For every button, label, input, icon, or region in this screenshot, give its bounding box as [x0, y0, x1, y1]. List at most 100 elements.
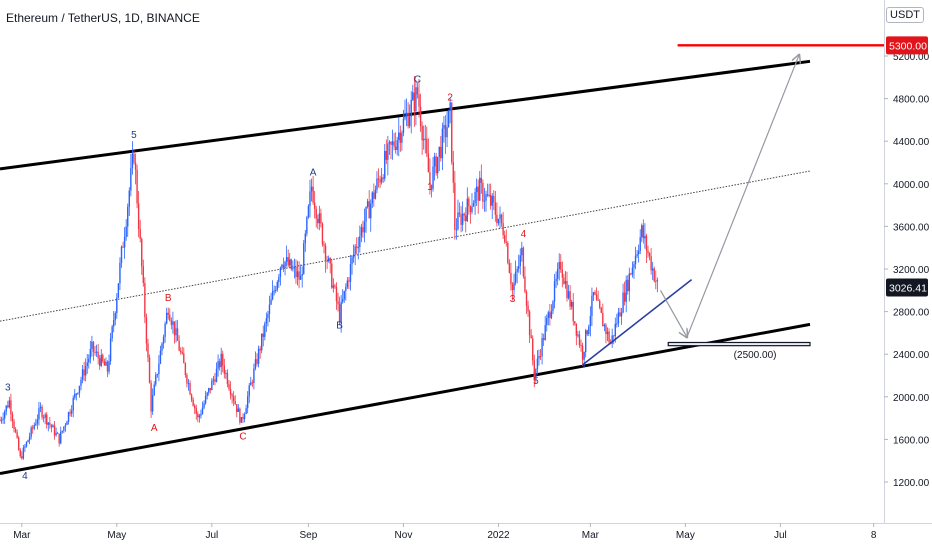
candle-body [546, 318, 548, 326]
candle-body [231, 394, 233, 397]
candle-body [147, 343, 149, 358]
candle-body [351, 257, 353, 265]
candle-body [279, 267, 282, 278]
candle-body [627, 279, 629, 292]
candle-body [636, 254, 638, 256]
wave-label: 3 [5, 382, 11, 393]
candle-body [290, 259, 292, 270]
candle-body [25, 442, 28, 447]
candle-body [7, 405, 9, 408]
candle-body [399, 132, 402, 143]
candle-body [334, 285, 336, 287]
candle-body [203, 403, 205, 408]
candle-body [323, 244, 325, 246]
candle-body [359, 236, 361, 248]
blue-trendline [582, 279, 693, 366]
candle-body [648, 253, 651, 257]
candle-body [178, 340, 180, 351]
candle-body [363, 221, 366, 233]
currency-selector[interactable]: USDT [886, 7, 924, 23]
candle-body [491, 195, 493, 206]
candle-body [595, 294, 598, 300]
candle-body [366, 201, 369, 207]
candle-body [172, 321, 174, 325]
wave-label: 5 [533, 376, 539, 387]
candle-body [536, 358, 539, 370]
candle-body [264, 323, 266, 337]
candle-body [169, 314, 171, 321]
candle-body [98, 358, 101, 366]
candle-body [208, 388, 210, 393]
candle-body [499, 214, 501, 219]
candle-body [50, 424, 53, 428]
candle-body [589, 316, 592, 327]
candle-body [131, 153, 134, 169]
candle-body [204, 395, 207, 404]
candle-body [637, 250, 640, 255]
candle-body [390, 141, 392, 145]
candle-body [384, 150, 386, 179]
candle-body [633, 264, 635, 268]
candle-body [594, 292, 596, 295]
candle-body [449, 102, 451, 111]
candle-body [119, 262, 121, 284]
candle-body [240, 417, 243, 423]
candle-body [321, 223, 324, 245]
candle-body [614, 323, 616, 337]
x-tick-label: Jul [774, 530, 787, 541]
candle-body [382, 177, 384, 179]
candle-body [549, 312, 551, 318]
candle-body [556, 268, 559, 279]
support-label: (2500.00) [734, 350, 777, 361]
candle-body [259, 348, 261, 351]
price-axis-bg [884, 0, 932, 550]
candle-body [136, 169, 138, 204]
candle-body [19, 449, 21, 457]
candle-body [530, 335, 532, 339]
candle-body [494, 202, 497, 215]
candle-body [253, 368, 255, 384]
candle-body [466, 198, 469, 222]
candle-body [547, 312, 550, 319]
wave-label: B [336, 321, 343, 332]
candle-body [514, 271, 517, 283]
candle-body [401, 133, 403, 143]
candle-body [113, 320, 115, 327]
x-tick-label: Mar [582, 530, 600, 541]
candle-body [455, 229, 458, 231]
candle-body [151, 395, 154, 412]
candle-body [597, 299, 599, 301]
candle-body [237, 408, 240, 413]
candle-body [122, 246, 124, 248]
candle-body [572, 301, 574, 322]
candle-body [67, 412, 70, 422]
x-tick-label: Mar [13, 530, 31, 541]
candle-body [349, 264, 352, 282]
candle-body [44, 414, 46, 418]
candle-body [518, 266, 520, 269]
candle-body [158, 363, 160, 375]
candle-body [245, 408, 247, 415]
candle-body [460, 214, 462, 225]
candle-body [432, 166, 434, 189]
candle-body [564, 281, 567, 284]
current-price-tag: 3026.41 [886, 278, 928, 297]
candle-body [128, 190, 130, 207]
candle-body [324, 245, 327, 261]
candle-body [586, 330, 588, 335]
candle-body [426, 138, 428, 154]
candle-body [558, 262, 560, 269]
candle-body [153, 384, 155, 396]
candle-body [507, 242, 509, 263]
wave-label: 5 [131, 130, 137, 141]
candle-body [430, 184, 433, 189]
wave-label: C [239, 431, 246, 442]
candle-body [458, 212, 461, 215]
candle-body [108, 361, 110, 372]
candle-body [570, 301, 573, 307]
candle-body [566, 281, 568, 299]
candle-body [482, 182, 484, 202]
candle-body [508, 262, 511, 273]
candle-body [360, 227, 363, 237]
